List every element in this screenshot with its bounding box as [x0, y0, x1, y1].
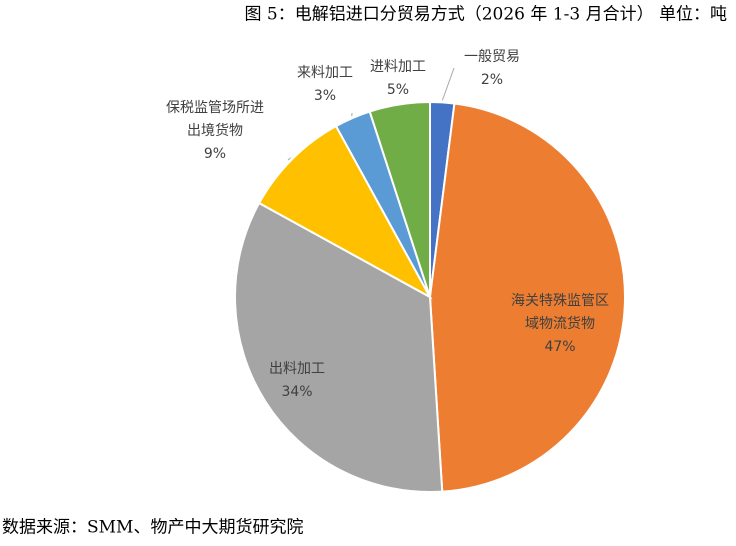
slice-label: 来料加工: [297, 65, 353, 81]
pie-slice: [257, 124, 433, 300]
value-label: 34%: [281, 384, 312, 400]
source-note: 数据来源：SMM、物产中大期货研究院: [2, 518, 303, 538]
slice-label: 海关特殊监管区域物流货物: [511, 293, 609, 332]
slice-label: 保税监管场所进出境货物: [166, 100, 264, 139]
slice-label: 一般贸易: [464, 49, 520, 65]
value-label: 9%: [204, 146, 226, 162]
value-label: 5%: [387, 82, 409, 98]
leader-line: [287, 157, 292, 161]
leader-line: [441, 67, 455, 101]
pie-slice: [428, 102, 626, 493]
slice-label: 出料加工: [269, 361, 325, 377]
pie-slice: [368, 100, 431, 298]
slice-label: 进料加工: [370, 59, 426, 75]
value-label: 2%: [481, 72, 503, 88]
chart-title: 图 5：电解铝进口分贸易方式（2026 年 1-3 月合计） 单位：吨: [245, 5, 727, 25]
value-label: 3%: [314, 88, 336, 104]
value-label: 47%: [544, 339, 575, 355]
